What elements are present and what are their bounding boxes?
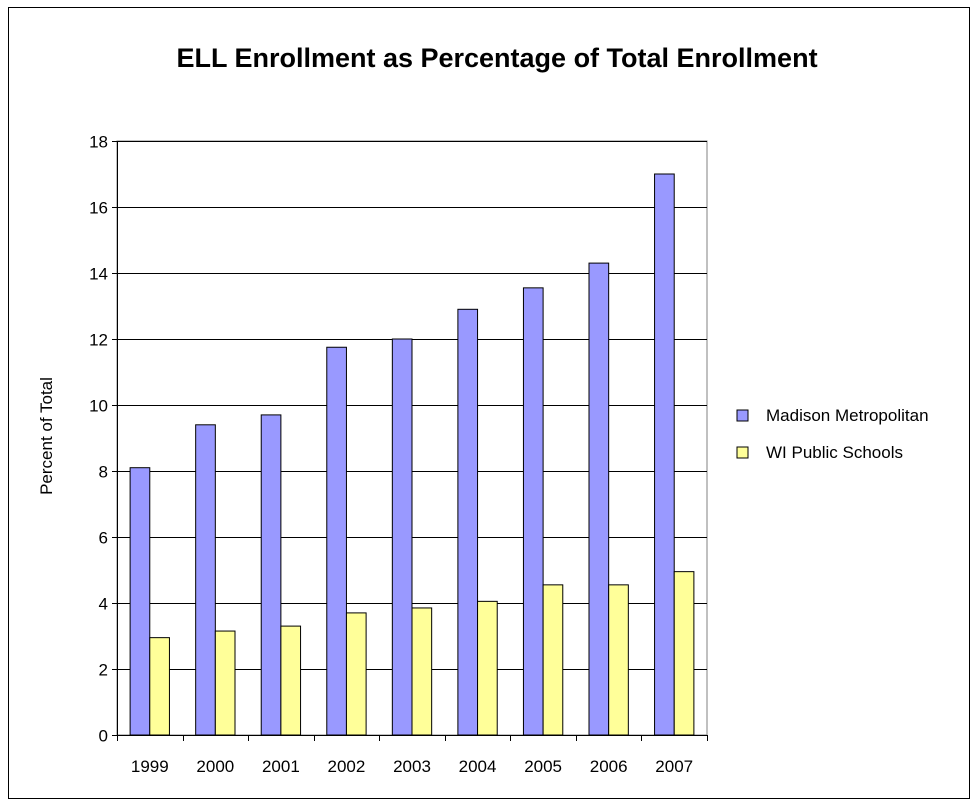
bar-wi-public-schools-1999 [149, 637, 170, 736]
bar-madison-metropolitan-2000 [195, 424, 216, 736]
bar-wi-public-schools-2002 [345, 612, 367, 736]
x-tick-label: 2004 [459, 757, 497, 776]
x-tick-label: 2000 [196, 757, 234, 776]
bar-wi-public-schools-2005 [542, 584, 564, 736]
bar-wi-public-schools-2006 [608, 584, 629, 736]
bar-madison-metropolitan-2006 [588, 262, 610, 736]
x-tick-label: 2001 [262, 757, 300, 776]
x-tick-label: 2002 [328, 757, 366, 776]
bar-madison-metropolitan-2001 [260, 414, 282, 736]
bar-madison-metropolitan-1999 [129, 467, 151, 736]
legend-label-wi-public-schools: WI Public Schools [766, 443, 903, 462]
bar-wi-public-schools-2003 [411, 607, 433, 736]
legend-label-madison-metropolitan: Madison Metropolitan [766, 406, 929, 425]
legend: Madison Metropolitan WI Public Schools [736, 406, 929, 462]
y-tick-label: 6 [99, 529, 108, 548]
bar-wi-public-schools-2000 [214, 630, 236, 736]
chart-title: ELL Enrollment as Percentage of Total En… [176, 43, 817, 73]
y-tick-label: 14 [89, 265, 108, 284]
x-tick-label: 2006 [590, 757, 628, 776]
legend-swatch-madison-metropolitan [736, 409, 749, 422]
bar-wi-public-schools-2007 [673, 571, 695, 736]
y-axis-label: Percent of Total [37, 377, 56, 495]
bar-madison-metropolitan-2007 [654, 173, 675, 736]
bar-wi-public-schools-2001 [280, 625, 302, 736]
x-tick-label: 2007 [655, 757, 693, 776]
y-tick-label: 4 [99, 595, 108, 614]
y-tick-label: 18 [89, 133, 108, 152]
y-tick-label: 16 [89, 199, 108, 218]
legend-swatch-wi-public-schools [736, 446, 749, 459]
bar-madison-metropolitan-2002 [326, 346, 347, 736]
y-tick-label: 2 [99, 661, 108, 680]
y-tick-label: 8 [99, 463, 108, 482]
plot-area: 0 2 4 6 8 10 12 14 16 18 1999 2000 2001 2002 2003 2004 2… [89, 133, 708, 776]
y-tick-label: 0 [99, 727, 108, 746]
x-tick-label: 2003 [393, 757, 431, 776]
y-tick-label: 10 [89, 397, 108, 416]
bar-madison-metropolitan-2005 [522, 287, 544, 736]
x-tick-label: 1999 [131, 757, 169, 776]
y-tick-label: 12 [89, 331, 108, 350]
bar-madison-metropolitan-2004 [457, 308, 479, 736]
bar-wi-public-schools-2004 [477, 600, 498, 736]
bar-madison-metropolitan-2003 [391, 338, 413, 736]
x-tick-label: 2005 [524, 757, 562, 776]
